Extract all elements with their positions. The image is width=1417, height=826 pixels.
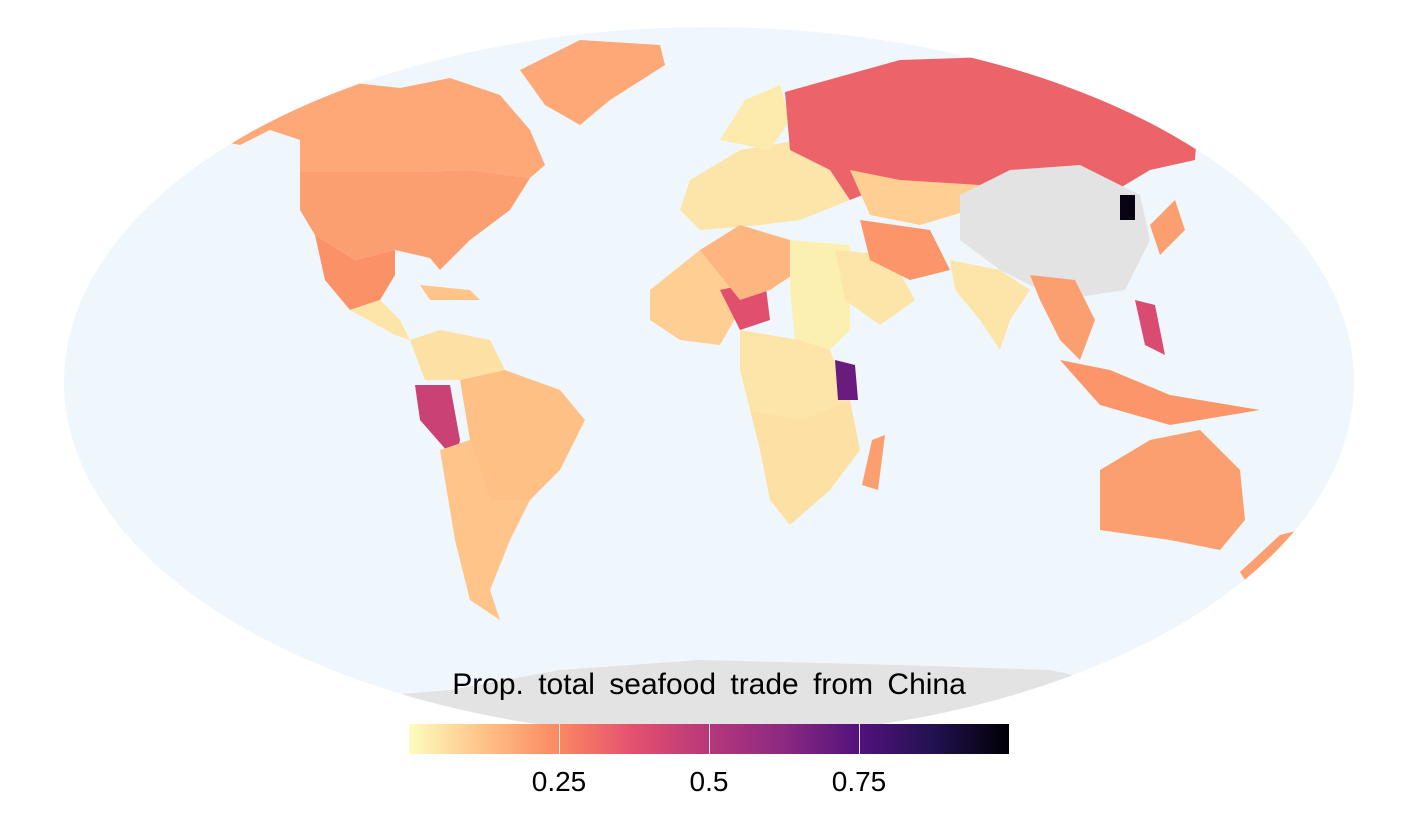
region-indonesia	[1060, 360, 1260, 425]
region-scandinavia	[720, 85, 790, 150]
region-egypt-sudan	[790, 240, 850, 350]
legend-tick-mark	[709, 724, 710, 754]
region-colombia-venezuela	[410, 330, 505, 380]
region-central-america	[350, 300, 410, 340]
region-australia	[1100, 430, 1245, 550]
region-madagascar	[862, 435, 885, 490]
legend-title: Prop. total seafood trade from China	[452, 668, 966, 701]
region-japan	[1150, 200, 1185, 255]
legend-tick-mark	[559, 724, 560, 754]
region-argentina-chile	[440, 440, 530, 620]
region-sahel-north	[700, 225, 800, 300]
region-china	[960, 165, 1150, 300]
region-europe	[680, 140, 850, 230]
region-greenland	[520, 40, 665, 125]
region-iran	[860, 220, 950, 280]
region-canada	[300, 78, 545, 178]
region-usa	[300, 170, 530, 270]
region-mexico	[315, 235, 395, 310]
region-philippines	[1135, 300, 1165, 355]
legend-tick-label: 0.75	[831, 766, 887, 797]
region-kenya	[835, 360, 858, 400]
region-korea	[1120, 195, 1135, 220]
region-peru	[415, 385, 460, 460]
legend-tick-mark	[859, 724, 860, 754]
region-southeast-asia	[1030, 275, 1095, 360]
region-brazil	[460, 370, 585, 500]
region-india	[950, 260, 1030, 350]
region-central-africa	[740, 330, 850, 420]
legend-tick-label: 0.25	[531, 766, 587, 797]
legend-tick-label: 0.5	[689, 766, 729, 797]
region-southern-africa	[750, 400, 860, 525]
region-kazakhstan	[850, 170, 980, 225]
region-caribbean	[420, 285, 480, 300]
